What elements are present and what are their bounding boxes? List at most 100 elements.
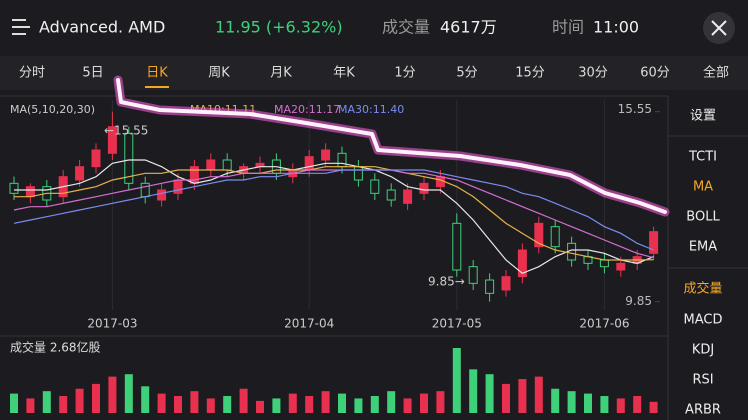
candle-body: [140, 182, 150, 198]
tab[interactable]: 15分: [515, 66, 545, 81]
menu-icon[interactable]: [12, 19, 30, 35]
side-item[interactable]: TCTI: [688, 150, 717, 165]
price-label: 15.55: [618, 102, 652, 116]
volume-bar: [108, 376, 117, 413]
side-item[interactable]: EMA: [689, 240, 717, 255]
candle-body: [75, 166, 85, 181]
volume-bar: [124, 374, 133, 413]
side-item[interactable]: MA: [693, 180, 713, 195]
volume-bar: [649, 401, 658, 413]
candle-body: [124, 132, 134, 184]
volume-bar: [567, 391, 576, 413]
ma-legend: MA20:11.17: [274, 103, 340, 116]
side-menu: 设置 TCTI MA BOLL EMA 成交量 MACD KDJ RSI ARBR: [668, 109, 748, 418]
candle-body: [550, 226, 560, 248]
date-label: 2017-03: [87, 317, 137, 331]
chart: MA(5,10,20,30) MA10:11.11 MA20:11.17MA30:1…: [0, 95, 668, 413]
candle-body: [107, 126, 117, 154]
candle-body: [452, 222, 462, 271]
volume-bar: [452, 348, 461, 413]
side-item[interactable]: MACD: [684, 313, 723, 328]
volume-bar: [59, 396, 68, 413]
close-button[interactable]: [703, 12, 735, 44]
high-annotation: ←15.55: [104, 124, 148, 138]
candle-body: [157, 189, 167, 201]
candle-body: [501, 276, 511, 291]
date-label: 2017-04: [284, 317, 334, 331]
date-label: 2017-05: [432, 317, 482, 331]
tab[interactable]: 年K: [333, 66, 355, 81]
candle-body: [91, 149, 101, 168]
tab[interactable]: 1分: [394, 66, 415, 81]
tab[interactable]: 5日: [82, 66, 103, 81]
volume-bar: [321, 391, 330, 413]
candle-body: [649, 231, 659, 254]
candle-body: [370, 179, 380, 194]
tab[interactable]: 日K: [146, 66, 168, 81]
volume-bar: [584, 393, 592, 413]
volume-bar: [633, 396, 642, 413]
volume-bar: [75, 388, 84, 413]
candle-body: [468, 266, 478, 284]
volume-bar: [239, 388, 248, 413]
tab[interactable]: 月K: [270, 66, 292, 81]
time-label: 时间: [552, 18, 584, 37]
side-item[interactable]: 成交量: [683, 281, 722, 297]
volume-bar: [403, 398, 412, 413]
volume-bar: [469, 369, 478, 413]
volume-bar: [92, 383, 100, 413]
volume-label: 成交量 2.68亿股: [10, 340, 101, 355]
volume-bar: [534, 376, 543, 413]
volume-bar: [305, 396, 314, 413]
ma-line: [13, 169, 654, 259]
volume-bar: [141, 386, 150, 413]
candle-body: [485, 279, 495, 294]
side-item[interactable]: BOLL: [686, 210, 720, 225]
volume-bar: [387, 391, 396, 413]
tab[interactable]: 30分: [578, 66, 608, 81]
volume-bar: [256, 400, 264, 413]
ma-legend: MA30:11.40: [338, 103, 404, 116]
volume-bar: [518, 379, 527, 413]
candle-body: [25, 186, 35, 198]
candle-body: [517, 249, 527, 278]
volume-bar: [338, 393, 346, 413]
side-item[interactable]: KDJ: [692, 343, 714, 358]
candle-body: [599, 259, 609, 268]
tab[interactable]: 60分: [640, 66, 670, 81]
volume-bar: [485, 374, 494, 413]
side-item[interactable]: ARBR: [685, 403, 721, 418]
candle-body: [386, 189, 396, 201]
candle-body: [403, 189, 413, 204]
ma-line: [13, 169, 654, 251]
tab-underline: [145, 86, 169, 88]
volume-bar: [436, 391, 445, 413]
candle-body: [189, 166, 199, 184]
ma-legend: MA(5,10,20,30): [10, 103, 95, 116]
price-label: 9.85: [625, 294, 652, 308]
volume-bar: [600, 396, 609, 413]
volume-bar: [354, 398, 363, 413]
side-item[interactable]: 设置: [690, 109, 716, 124]
volume-bar: [288, 393, 297, 413]
volume-bar: [174, 396, 182, 413]
ma-line: [14, 166, 654, 261]
candle-body: [534, 222, 544, 248]
candle-body: [337, 152, 347, 168]
candle-body: [321, 149, 331, 161]
tab[interactable]: 5分: [456, 66, 477, 81]
highlight-stroke: [116, 78, 667, 214]
tab[interactable]: 全部: [703, 65, 729, 81]
tab[interactable]: 分时: [19, 66, 45, 81]
volume-bar: [26, 398, 35, 413]
ma-line: [14, 159, 654, 275]
side-item[interactable]: RSI: [692, 373, 713, 388]
candle-body: [222, 159, 232, 171]
tab[interactable]: 周K: [208, 66, 230, 81]
volume-bar: [157, 393, 166, 413]
stock-price: 11.95 (+6.32%): [215, 18, 343, 37]
low-annotation: 9.85→: [428, 275, 465, 289]
volume-label: 成交量: [382, 18, 430, 37]
volume-bar: [272, 398, 281, 413]
volume-bar: [10, 393, 18, 413]
